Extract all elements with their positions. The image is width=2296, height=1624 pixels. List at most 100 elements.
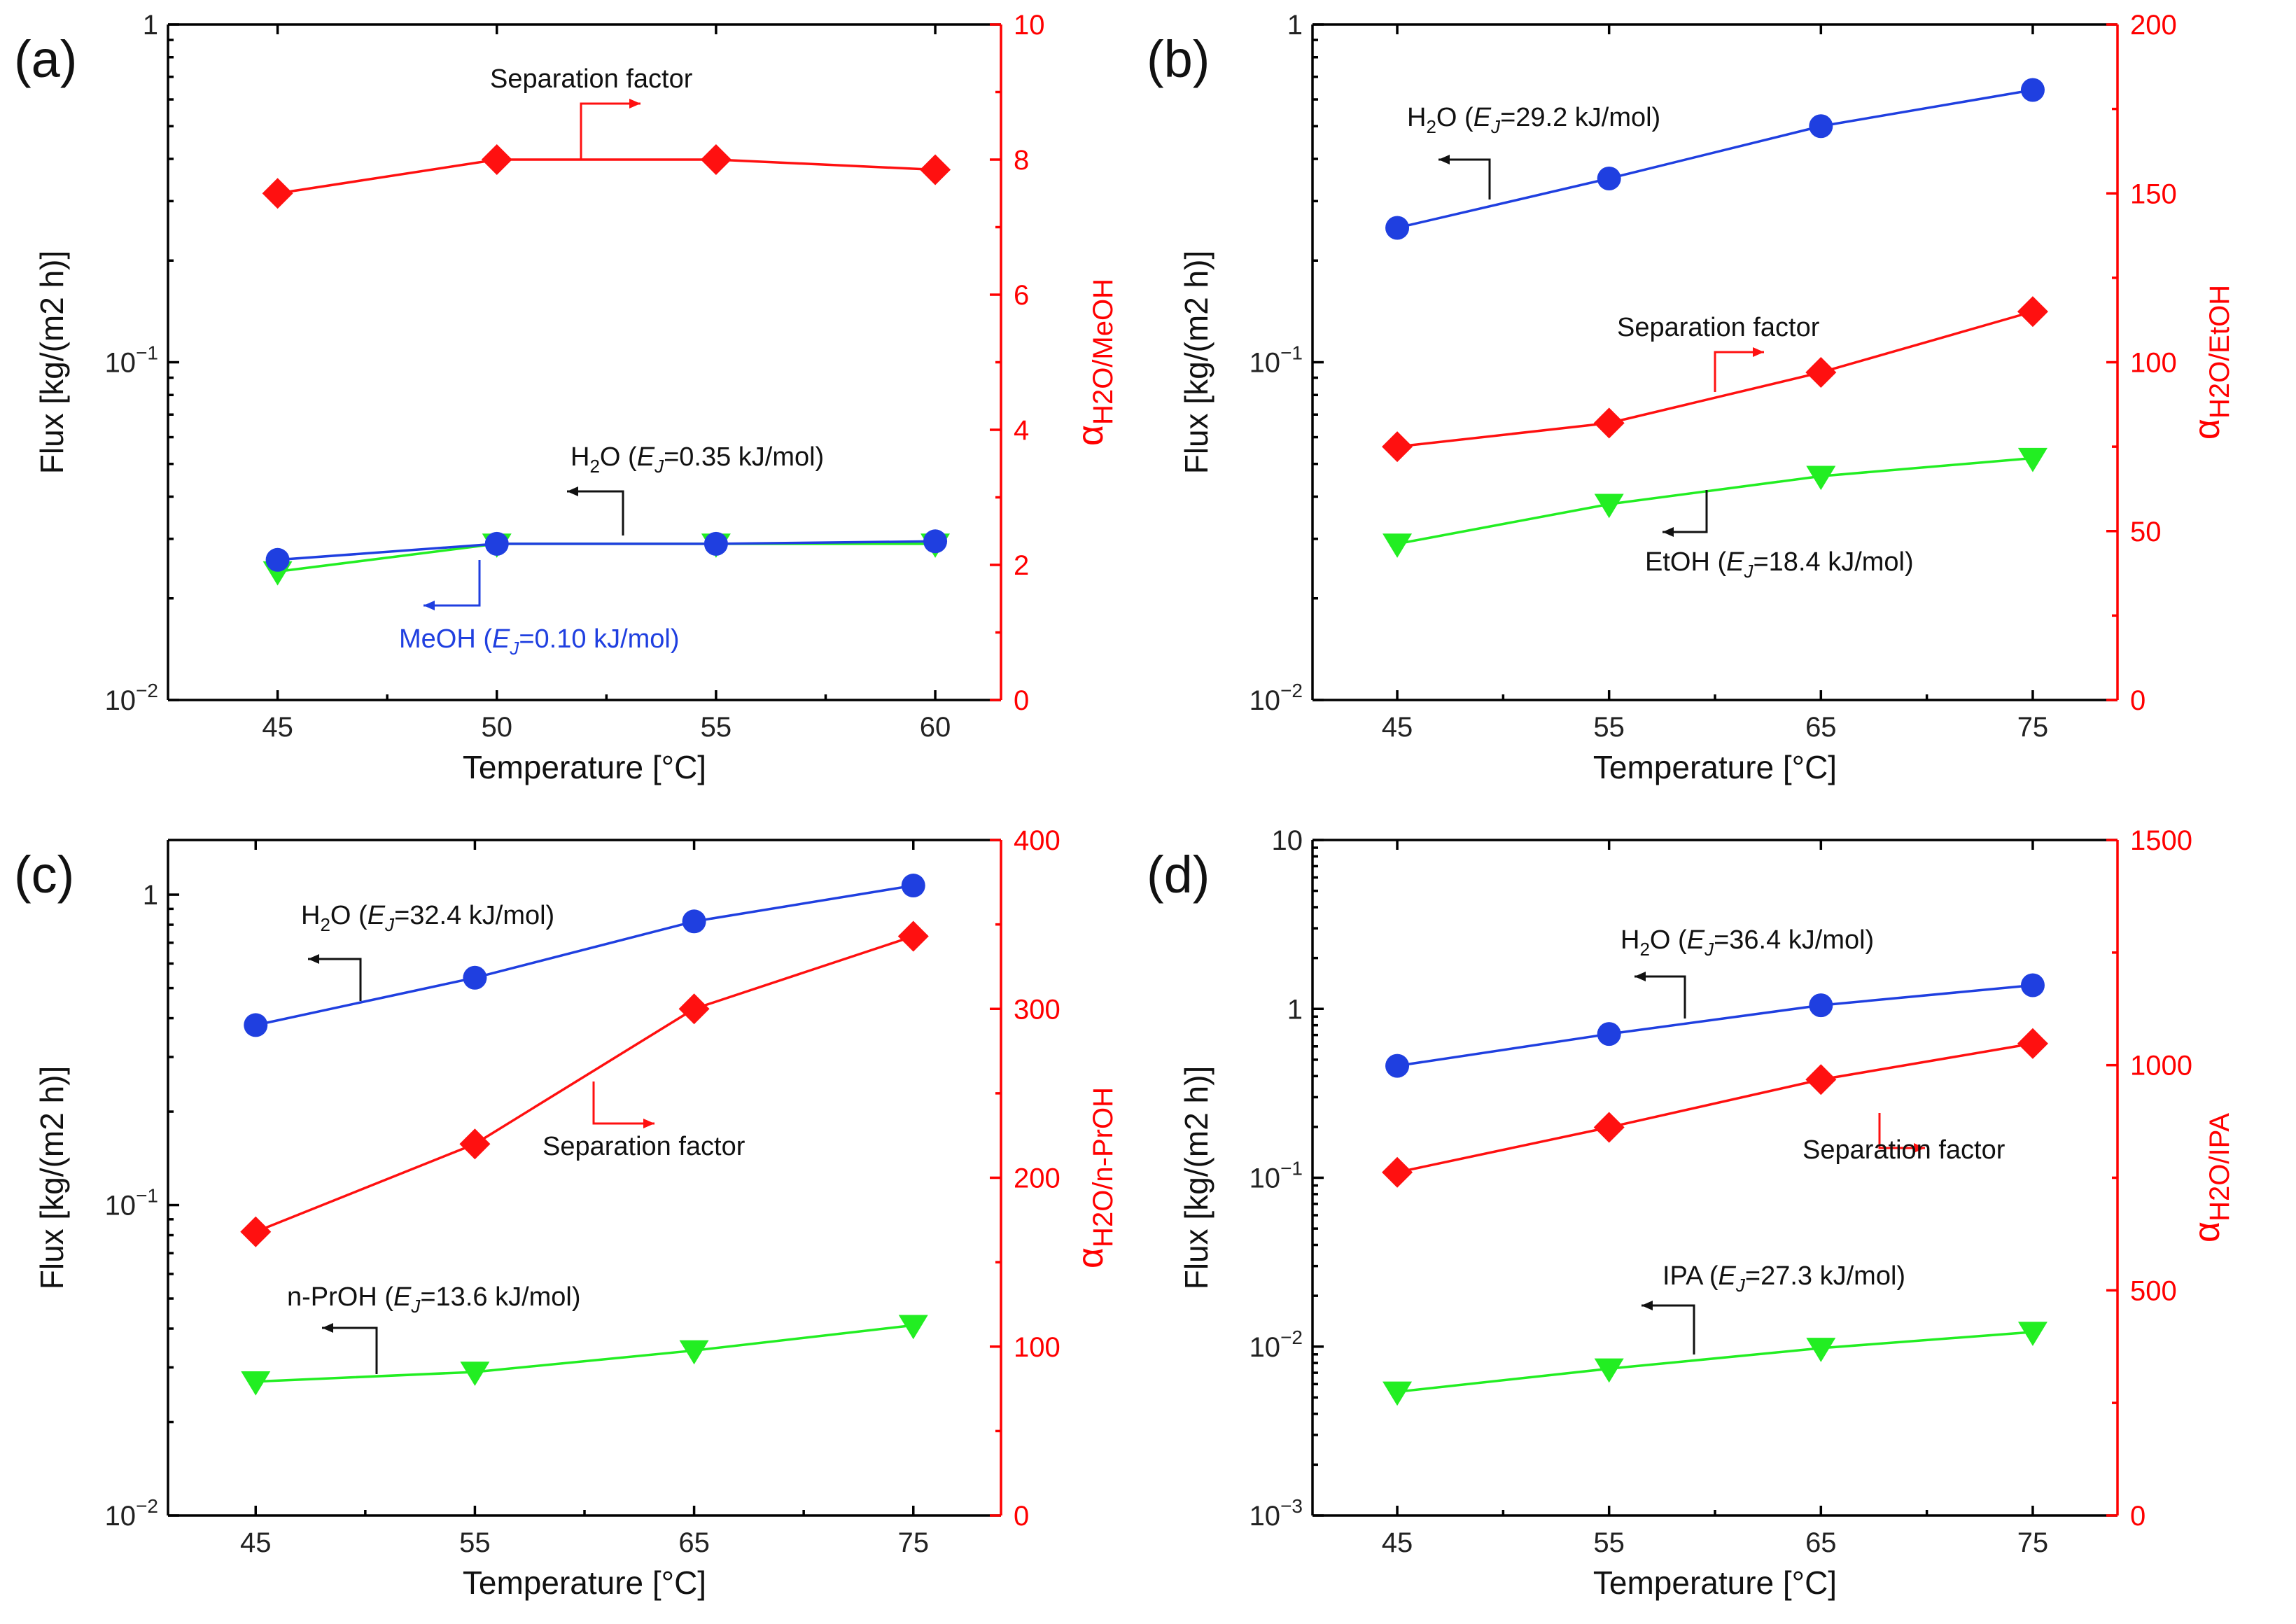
y-right-tick-label: 1000: [2130, 1051, 2192, 1082]
y-tick-exponent: −3: [1280, 1495, 1303, 1517]
callout-line: [1662, 490, 1708, 533]
annotation-text: =27.3 kJ/mol): [1745, 1261, 1905, 1291]
y-right-tick-label: 0: [2130, 685, 2146, 716]
y-tick-label: 1: [1287, 994, 1303, 1025]
alpha-symbol: α: [1070, 425, 1111, 446]
alpha-symbol: α: [1070, 1247, 1111, 1268]
y-tick-exponent: −1: [1280, 1158, 1303, 1180]
series-line: [277, 542, 936, 573]
separation-factor-point: [1382, 1156, 1413, 1188]
h2o-point: [1809, 114, 1833, 139]
annotation-text: O (: [600, 442, 637, 472]
y-tick-exponent: −1: [136, 1185, 158, 1207]
y-tick-label: 10−1: [105, 342, 158, 379]
x-axis-title: Temperature [°C]: [463, 749, 706, 785]
y-tick-base: 1: [1287, 10, 1303, 41]
y-tick-label: 10: [1272, 825, 1303, 856]
y-tick-label: 10−1: [1250, 1158, 1303, 1194]
annotation-text: =13.6 kJ/mol): [420, 1282, 580, 1312]
h2o-point: [1809, 993, 1833, 1018]
y-axis-title-left: Flux [kg/(m2 h)]: [1178, 1066, 1214, 1290]
y-right-tick-label: 2: [1014, 550, 1029, 581]
series-line: [1396, 1042, 2033, 1174]
callout-arrowhead: [629, 99, 640, 108]
y-tick-label: 10−1: [1250, 342, 1303, 379]
annotation-italic: E: [1474, 103, 1492, 132]
y-tick-base: 10: [1250, 1501, 1281, 1532]
callout-arrow: [592, 1082, 654, 1128]
y-right-tick-label: 100: [1014, 1332, 1060, 1363]
series-separation-factor: [1382, 296, 2048, 463]
annotation-subscript: 2: [589, 456, 599, 477]
etoh-point: [1806, 465, 1836, 491]
panel-label: (c): [14, 846, 74, 904]
h2o-point: [1597, 166, 1621, 190]
y-right-tick-label: 0: [1014, 685, 1029, 716]
y-right-tick-label: 0: [1014, 1501, 1029, 1532]
y-tick-base: 1: [143, 880, 158, 911]
annotation-text: =18.4 kJ/mol): [1753, 547, 1913, 577]
y-right-tick-label: 300: [1014, 994, 1060, 1025]
y-right-tick-label: 150: [2130, 178, 2177, 209]
separation-factor-point: [1382, 431, 1413, 463]
annotation-italic-subscript: J: [1704, 939, 1714, 960]
annotation-label: H2O (EJ=29.2 kJ/mol): [1407, 103, 1660, 137]
y-right-tick-label: 4: [1014, 415, 1029, 446]
h2o-point: [463, 965, 487, 990]
callout-line: [567, 490, 624, 536]
annotation-text: MeOH (: [399, 624, 492, 654]
callout-arrow: [567, 486, 624, 536]
x-tick-label: 50: [481, 712, 512, 743]
annotation-text: n-PrOH (: [287, 1282, 393, 1312]
series-meoh: [265, 529, 948, 572]
n-proh-point: [241, 1371, 271, 1396]
ipa-point: [1382, 1381, 1413, 1406]
annotation-italic: E: [368, 901, 386, 930]
annotation-italic-subscript: J: [654, 456, 664, 477]
y-axis-title-left: Flux [kg/(m2 h)]: [34, 1066, 70, 1290]
y-axis-title-right: αH2O/MeOH: [1070, 279, 1119, 446]
annotation-label: EtOH (EJ=18.4 kJ/mol): [1645, 547, 1914, 582]
x-tick-label: 45: [1382, 1527, 1413, 1558]
series-line: [255, 884, 914, 1027]
annotation-text: H: [301, 901, 320, 930]
callout-arrowhead: [322, 1323, 333, 1333]
meoh-point: [704, 531, 728, 556]
annotation-italic-subscript: J: [1490, 116, 1501, 137]
annotation-text: H: [1620, 925, 1639, 955]
separation-factor-point: [2017, 1028, 2048, 1059]
callout-line: [308, 958, 362, 1001]
y-axis-title-left: Flux [kg/(m2 h)]: [1178, 251, 1214, 475]
annotation-label: H2O (EJ=36.4 kJ/mol): [1620, 925, 1874, 960]
x-axis-title: Temperature [°C]: [1593, 1564, 1837, 1601]
annotation-label: Separation factor: [542, 1132, 746, 1161]
callout-arrow: [1714, 347, 1764, 392]
annotation-label: Separation factor: [1802, 1135, 2005, 1165]
annotation-italic-subscript: J: [1735, 1275, 1746, 1296]
separation-factor-point: [240, 1216, 272, 1247]
y-right-tick-label: 1500: [2130, 825, 2192, 856]
series-separation-factor: [240, 920, 929, 1247]
annotation-italic-subscript: J: [1743, 561, 1754, 582]
y-tick-base: 10: [1272, 825, 1303, 856]
x-tick-label: 55: [1593, 712, 1625, 743]
callout-arrow: [1662, 490, 1708, 537]
y-right-tick-label: 0: [2130, 1501, 2146, 1532]
x-tick-label: 75: [2017, 1527, 2049, 1558]
x-tick-label: 45: [262, 712, 293, 743]
y-tick-exponent: −2: [136, 680, 158, 701]
annotation-text: O (: [330, 901, 368, 930]
callout-arrowhead: [567, 486, 578, 496]
y-right-tick-label: 200: [1014, 1163, 1060, 1194]
panel-label: (a): [14, 30, 77, 88]
y-tick-label: 1: [1287, 10, 1303, 41]
y-tick-base: 10: [1250, 1163, 1281, 1194]
annotation-text: =32.4 kJ/mol): [394, 901, 554, 930]
y-right-tick-label: 6: [1014, 280, 1029, 311]
callout-arrowhead: [1634, 972, 1646, 981]
x-tick-label: 55: [459, 1527, 491, 1558]
annotation-italic: E: [1718, 1261, 1737, 1291]
